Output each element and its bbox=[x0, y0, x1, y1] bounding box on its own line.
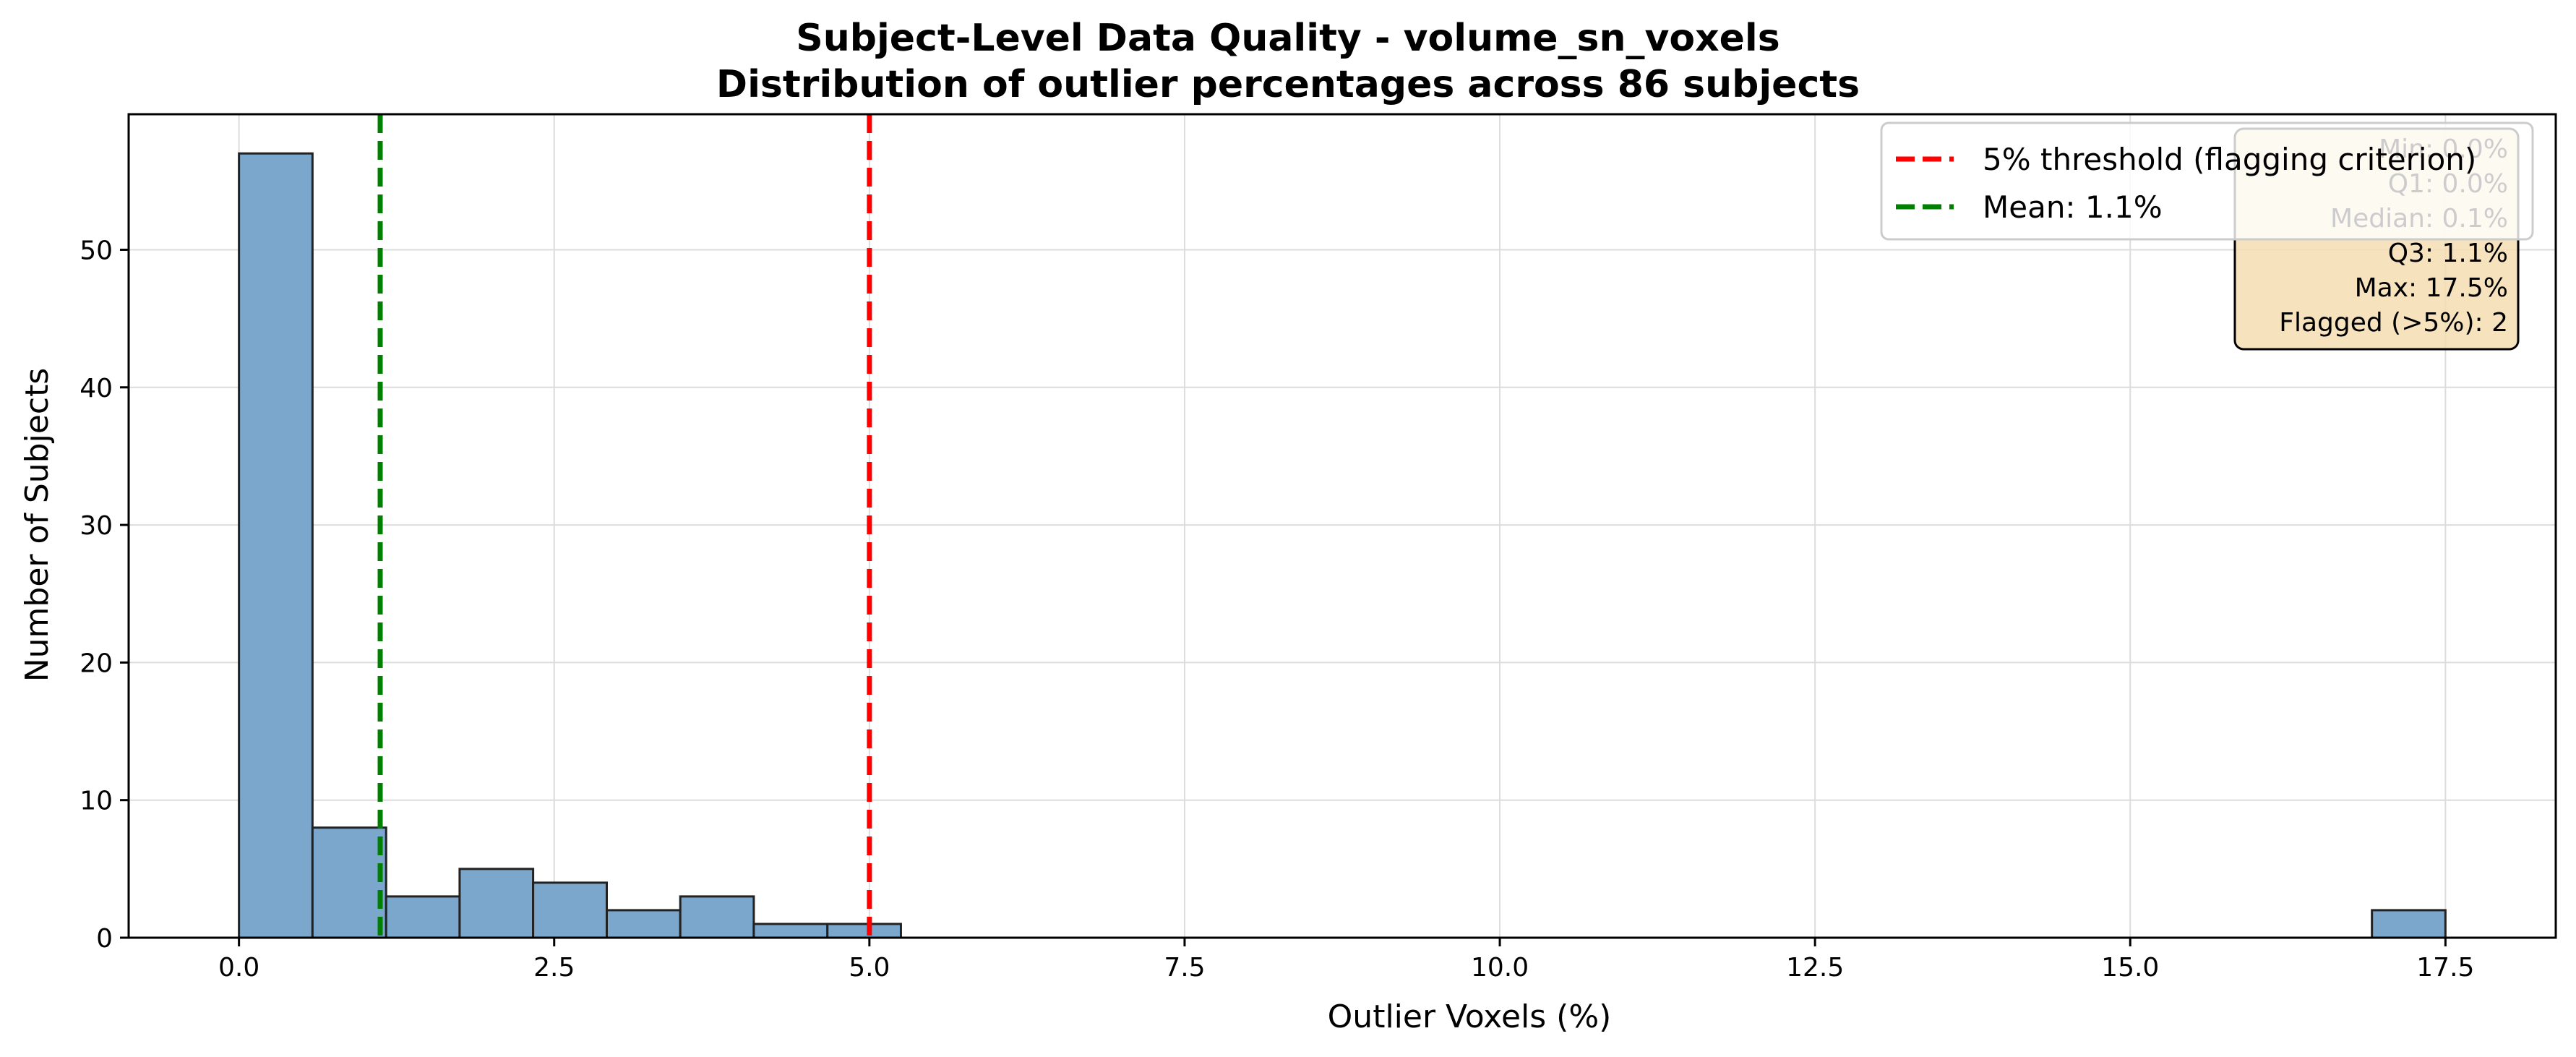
legend-entry: Mean: 1.1% bbox=[1983, 189, 2163, 225]
x-tick-label: 17.5 bbox=[2416, 953, 2474, 983]
y-tick-label: 40 bbox=[80, 374, 113, 403]
x-tick-label: 15.0 bbox=[2101, 953, 2159, 983]
chart-subtitle: Distribution of outlier percentages acro… bbox=[716, 63, 1860, 106]
x-axis-label: Outlier Voxels (%) bbox=[1328, 998, 1612, 1035]
x-tick-label: 0.0 bbox=[218, 953, 259, 983]
y-tick-label: 10 bbox=[80, 787, 113, 816]
histogram-bars bbox=[238, 152, 2447, 939]
histogram-bar bbox=[679, 895, 755, 939]
x-tick-label: 7.5 bbox=[1164, 953, 1205, 983]
histogram-bar bbox=[458, 868, 535, 939]
stats-line: Q3: 1.1% bbox=[2388, 239, 2508, 268]
y-tick-label: 0 bbox=[96, 924, 113, 954]
stats-line: Flagged (>5%): 2 bbox=[2279, 308, 2508, 338]
reference-lines bbox=[377, 114, 872, 938]
histogram-bar bbox=[605, 909, 682, 939]
y-tick-label: 20 bbox=[80, 649, 113, 678]
histogram-bar bbox=[385, 895, 461, 939]
y-tick-label: 30 bbox=[80, 511, 113, 541]
x-tick-label: 12.5 bbox=[1786, 953, 1844, 983]
histogram-bar bbox=[311, 826, 387, 939]
x-tick-label: 2.5 bbox=[533, 953, 575, 983]
x-axis-ticks: 0.0 2.5 5.0 7.5 10.0 12.5 15.0 17.5 bbox=[218, 938, 2474, 983]
histogram-bar bbox=[752, 923, 829, 939]
y-tick-label: 50 bbox=[80, 236, 113, 265]
histogram-bar bbox=[532, 881, 608, 939]
y-axis-ticks: 0 10 20 30 40 50 bbox=[80, 236, 129, 954]
x-tick-label: 5.0 bbox=[849, 953, 890, 983]
histogram-bar bbox=[826, 923, 902, 939]
y-axis-label: Number of Subjects bbox=[19, 368, 56, 682]
stats-line: Max: 17.5% bbox=[2355, 273, 2508, 303]
chart-title: Subject-Level Data Quality - volume_sn_v… bbox=[796, 17, 1779, 60]
grid-lines bbox=[129, 114, 2556, 938]
legend-frame bbox=[1880, 121, 2534, 241]
x-tick-label: 10.0 bbox=[1471, 953, 1529, 983]
histogram-bar bbox=[2371, 909, 2447, 939]
histogram-bar bbox=[238, 152, 314, 939]
legend: 5% threshold (flagging criterion) Mean: 1… bbox=[1880, 121, 2534, 241]
legend-entry: 5% threshold (flagging criterion) bbox=[1983, 142, 2476, 177]
